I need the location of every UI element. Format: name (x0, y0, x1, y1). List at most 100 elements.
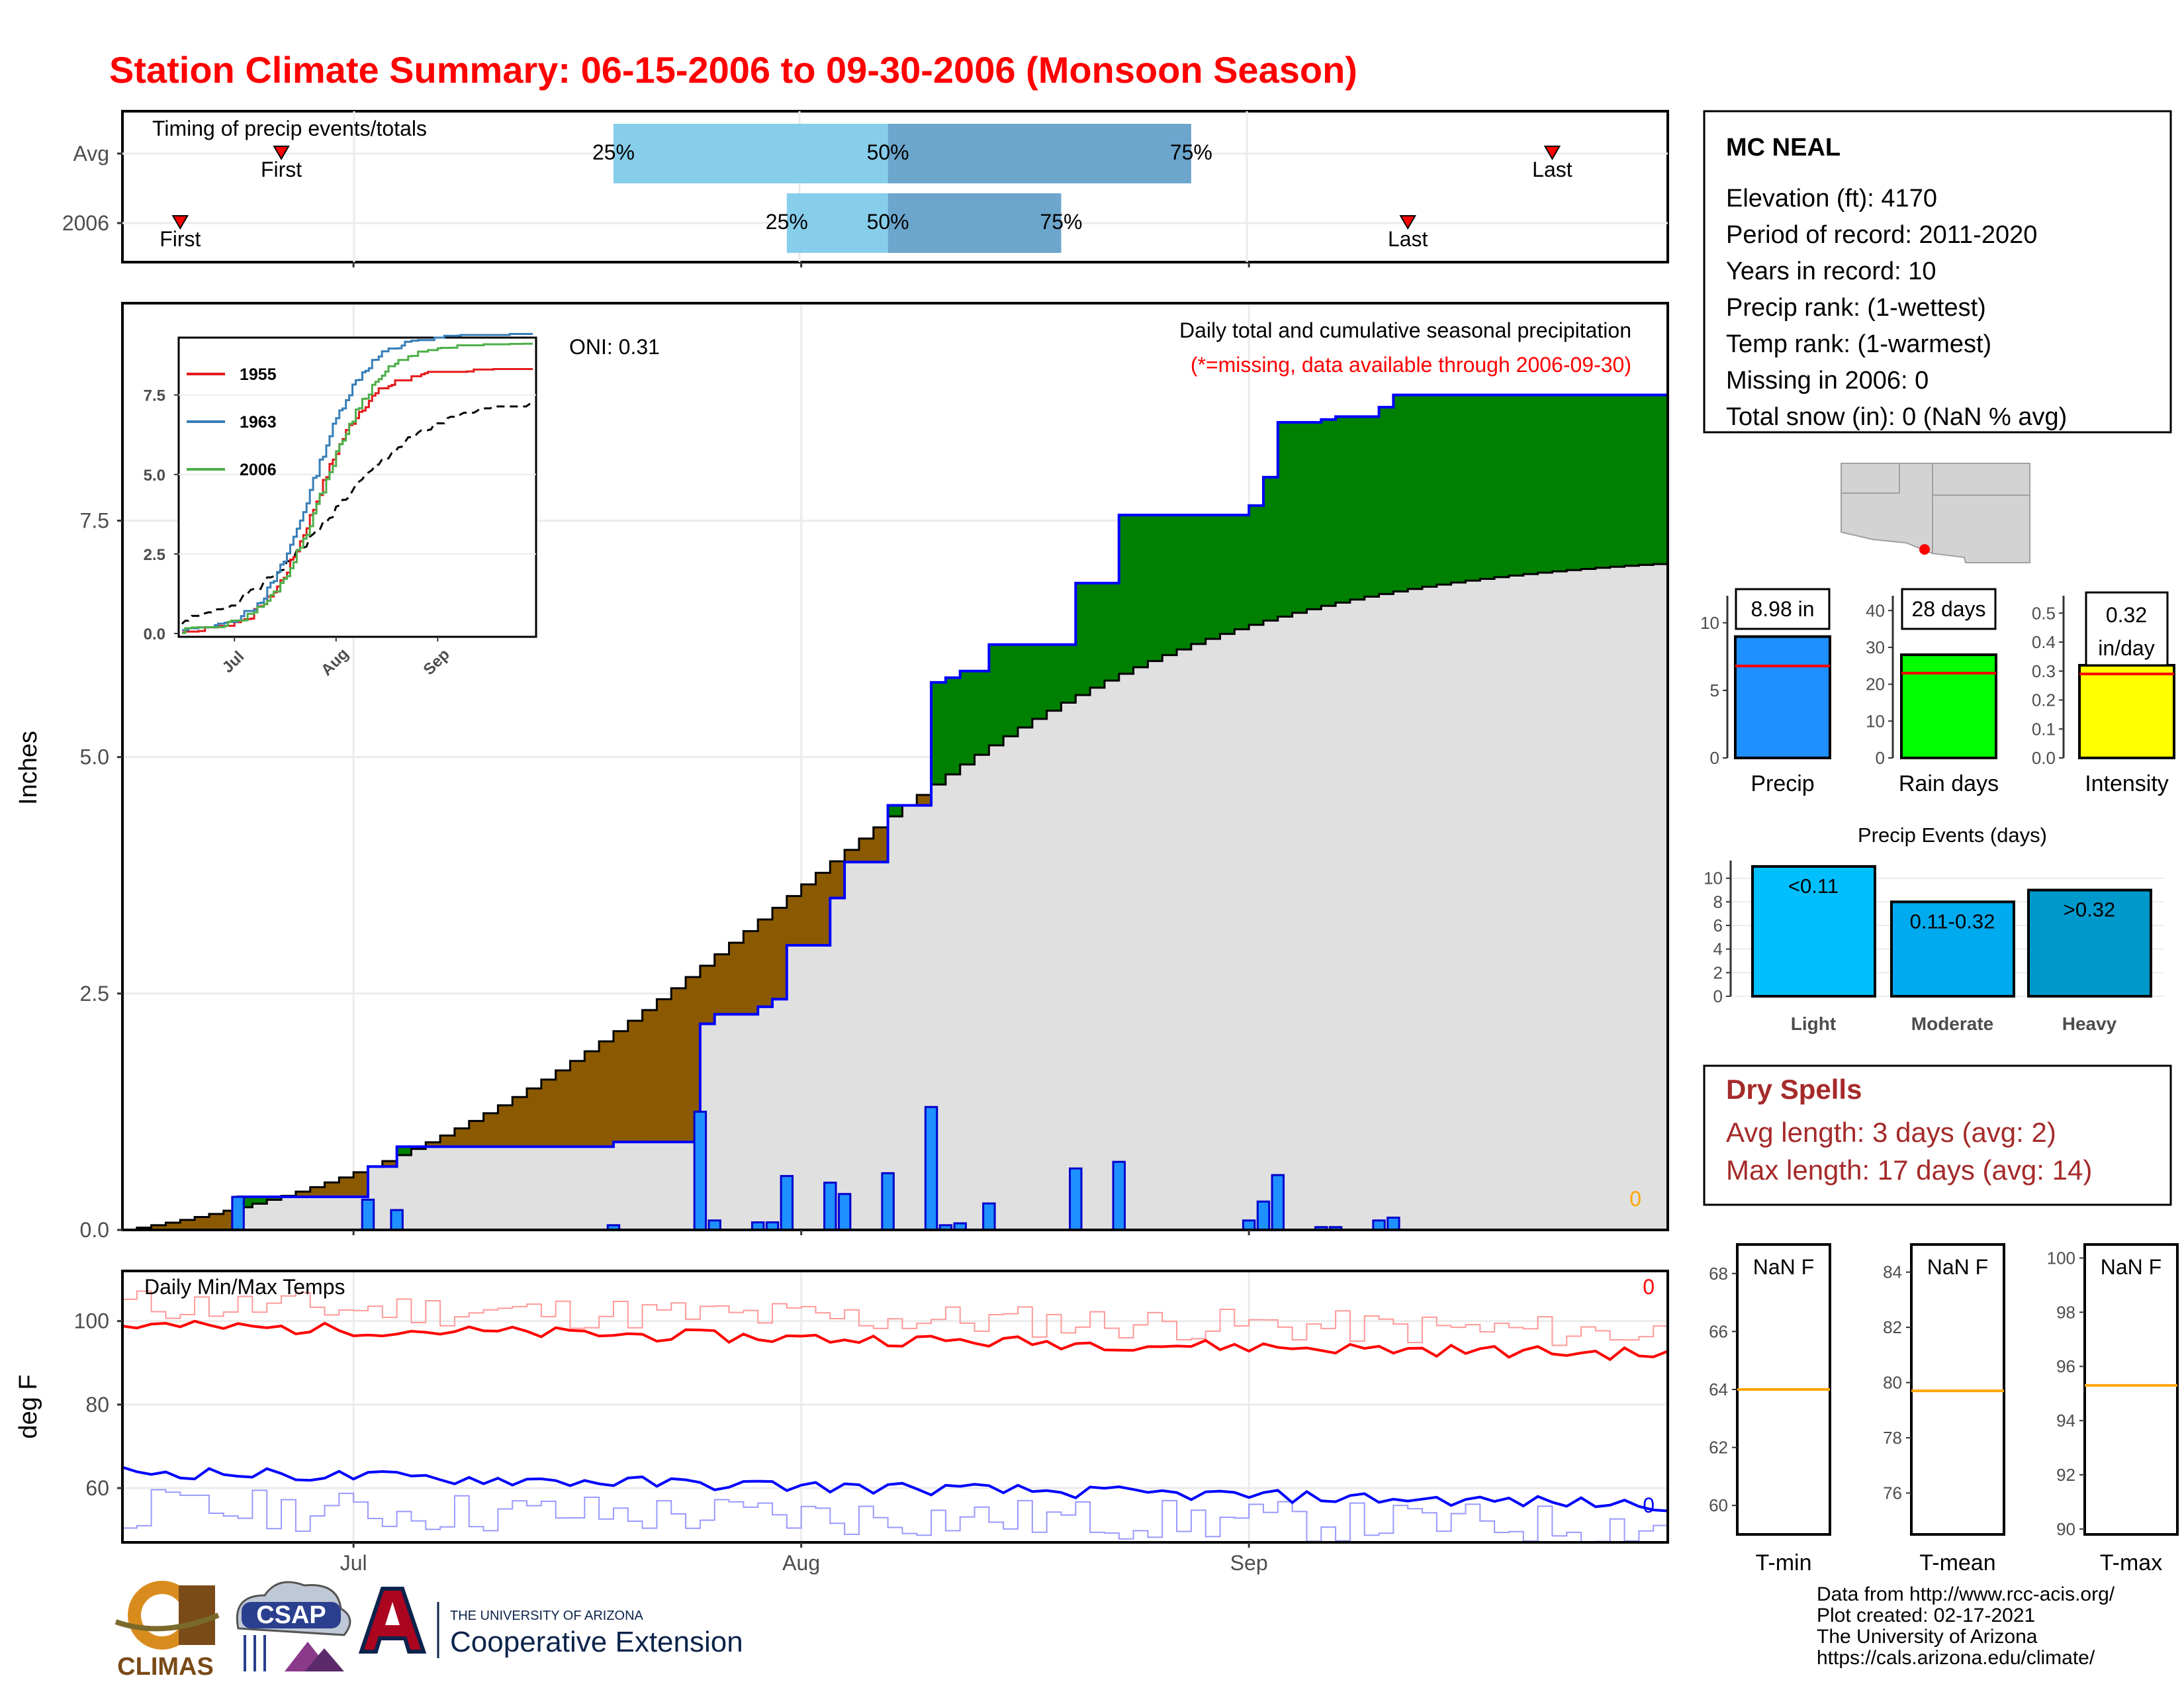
timing-bar-50-75 (887, 124, 1191, 183)
summary-value-label: 0.32 (2106, 603, 2147, 627)
normal-area (122, 564, 1668, 1230)
summary-value-box (1901, 588, 1997, 630)
summary-ytick-label: 20 (1866, 675, 1885, 694)
summary-value-label: 28 days (1911, 597, 1985, 621)
surplus-area (1191, 515, 1206, 644)
summary-bar-rain-days (1900, 653, 1997, 759)
surplus-area (1422, 395, 1437, 587)
deficit-area (195, 1217, 210, 1230)
surplus-area (1465, 395, 1480, 581)
temp-panel: Daily Min/Max Temps 0 0 deg F 60 80 100 (15, 1270, 1669, 1544)
timing-first-label: First (159, 227, 201, 251)
deficit-area (541, 1079, 557, 1147)
events-bar-moderate (1890, 900, 2015, 998)
surplus-area (252, 1197, 267, 1204)
timing-last-label: Last (1532, 158, 1572, 181)
surplus-area (1306, 422, 1322, 610)
dry-spells-box: Dry Spells Avg length: 3 days (avg: 2) M… (1703, 1064, 2172, 1206)
timing-panel: 25% 50% 75% First Last 25% 50% 75% First Last Tim… (121, 110, 1669, 263)
precip-ytick-label: 2.5 (80, 982, 109, 1006)
summary-bar-label: Precip (1751, 771, 1814, 796)
deficit-area (454, 1128, 470, 1147)
surplus-area (1090, 583, 1105, 688)
credit-line: https://cals.arizona.edu/climate/ (1817, 1647, 2095, 1669)
timing-row-label: 2006 (62, 211, 109, 235)
station-name: MC NEAL (1726, 134, 1841, 162)
deficit-area (917, 794, 932, 806)
daily-precip-bar (780, 1175, 794, 1231)
timing-first-label: First (261, 158, 302, 181)
temp-box-value: NaN F (2101, 1255, 2161, 1279)
summary-ytick-label: 10 (1700, 613, 1719, 633)
surplus-area (1032, 644, 1048, 720)
deficit-area (729, 943, 744, 1015)
surplus-area (1451, 395, 1466, 583)
temp-box-ytick-label: 94 (2056, 1411, 2075, 1430)
daily-precip-bar (1242, 1219, 1256, 1231)
tmax-record-line (122, 1290, 1668, 1346)
surplus-area (1234, 515, 1250, 630)
surplus-area (1610, 395, 1625, 567)
station-info-line: Missing in 2006: 0 (1726, 367, 1929, 395)
tmax-line (122, 1319, 1668, 1362)
surplus-area (1523, 395, 1539, 575)
temp-missing-min: 0 (1643, 1493, 1655, 1517)
temp-ytick-label: 100 (74, 1309, 109, 1333)
temp-box-label: T-min (1756, 1550, 1812, 1575)
precip-ytick-label: 7.5 (80, 509, 109, 533)
surplus-area (1364, 416, 1380, 597)
temp-box-t-max (2083, 1243, 2179, 1536)
deficit-area (151, 1225, 166, 1230)
daily-precip-bar (1069, 1167, 1083, 1231)
events-ytick-label: 6 (1713, 915, 1723, 935)
summary-ytick-label: 30 (1866, 637, 1885, 657)
deficit-area (815, 872, 831, 945)
precip-events-chart: Precip Events (days) 0 2 4 6 8 10 <0.11 Light 0.… (1704, 823, 2164, 1034)
surplus-area (1336, 416, 1351, 603)
tmin-record-line (122, 1489, 1668, 1544)
surplus-area (1567, 395, 1582, 571)
surplus-area (1133, 515, 1148, 668)
surplus-area (1508, 395, 1524, 576)
events-category-label: Light (1791, 1013, 1836, 1034)
surplus-area (267, 1197, 282, 1200)
daily-precip-bar (1256, 1200, 1271, 1231)
temp-box-ytick-label: 80 (1883, 1373, 1902, 1393)
events-ytick-label: 8 (1713, 892, 1723, 912)
temp-box-t-mean (1910, 1243, 2005, 1536)
station-info-line: Years in record: 10 (1726, 258, 1936, 285)
inset-average-line (181, 401, 533, 625)
deficit-area (483, 1113, 498, 1147)
summary-ytick-label: 0.0 (2032, 748, 2056, 768)
deficit-area (844, 849, 860, 863)
deficit-area (180, 1219, 195, 1230)
surplus-area (1436, 395, 1452, 585)
surplus-area (1393, 395, 1408, 592)
summary-ytick-label: 0 (1876, 748, 1885, 768)
deficit-area (295, 1192, 311, 1197)
surplus-area (1537, 395, 1553, 573)
dry-spells-avg: Avg length: 3 days (avg: 2) (1726, 1117, 2056, 1148)
inset-ytick-label: 7.5 (144, 387, 165, 405)
x-tick-label: Jul (340, 1551, 367, 1575)
surplus-area (1277, 422, 1293, 617)
surplus-area (1653, 395, 1668, 565)
summary-value-label: 8.98 in (1751, 597, 1814, 621)
surplus-area (1379, 407, 1394, 594)
deficit-area (469, 1121, 484, 1147)
surplus-area (1552, 395, 1567, 572)
surplus-area (887, 805, 903, 817)
timing-row-label: Avg (73, 142, 109, 165)
surplus-area (1292, 422, 1307, 613)
temp-missing-max: 0 (1643, 1275, 1655, 1299)
surplus-area (974, 671, 989, 755)
deficit-area (873, 827, 889, 863)
surplus-area (1480, 395, 1495, 579)
surplus-area (1494, 395, 1510, 577)
precip-missing-note: (*=missing, data available through 2006-… (1191, 353, 1631, 377)
surplus-area (931, 682, 946, 785)
precip-ytick-label: 5.0 (80, 745, 109, 769)
inset-legend-label: 1963 (240, 413, 277, 432)
daily-precip-bar (924, 1105, 938, 1231)
